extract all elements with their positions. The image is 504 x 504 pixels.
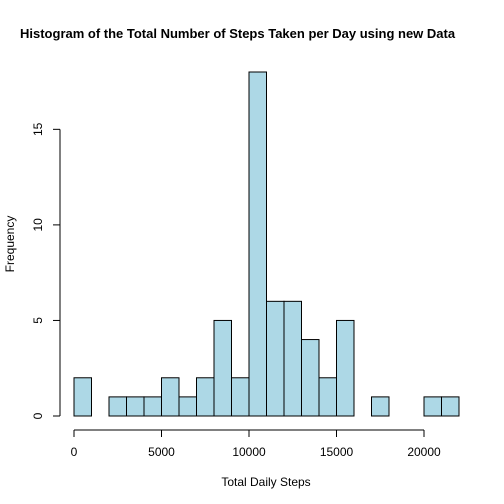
x-tick-label: 20000: [407, 445, 441, 459]
x-tick-label: 0: [71, 445, 78, 459]
histogram-bar: [423, 396, 442, 417]
y-tick-label: 5: [31, 317, 45, 324]
y-ticks-group: 0 5 10 15: [31, 122, 60, 419]
histogram-bar: [213, 319, 232, 417]
chart-title: Histogram of the Total Number of Steps T…: [20, 26, 456, 41]
x-ticks-group: 0 5000 10000 15000 20000: [71, 430, 441, 459]
histogram-bar: [336, 319, 355, 417]
histogram-bar: [126, 396, 145, 417]
histogram-bar: [371, 396, 390, 417]
histogram-bar: [231, 377, 250, 417]
y-tick-label: 10: [31, 218, 45, 232]
histogram-bar: [301, 339, 320, 417]
histogram-bar: [73, 377, 92, 417]
histogram-bar: [196, 377, 215, 417]
histogram-bar: [248, 71, 267, 417]
histogram-bar: [108, 396, 127, 417]
bars-group: [73, 71, 460, 417]
histogram-bar: [441, 396, 460, 417]
x-tick-label: 10000: [232, 445, 266, 459]
x-axis-label: Total Daily Steps: [221, 475, 310, 489]
y-tick-label: 0: [31, 412, 45, 419]
y-tick-label: 15: [31, 122, 45, 136]
histogram-bar: [318, 377, 337, 417]
y-axis-label: Frequency: [3, 216, 17, 273]
histogram-bar: [178, 396, 197, 417]
histogram-bar: [161, 377, 180, 417]
histogram-bar: [143, 396, 162, 417]
x-tick-label: 5000: [148, 445, 175, 459]
histogram-bar: [283, 300, 302, 417]
x-tick-label: 15000: [320, 445, 354, 459]
histogram-bar: [266, 300, 285, 417]
